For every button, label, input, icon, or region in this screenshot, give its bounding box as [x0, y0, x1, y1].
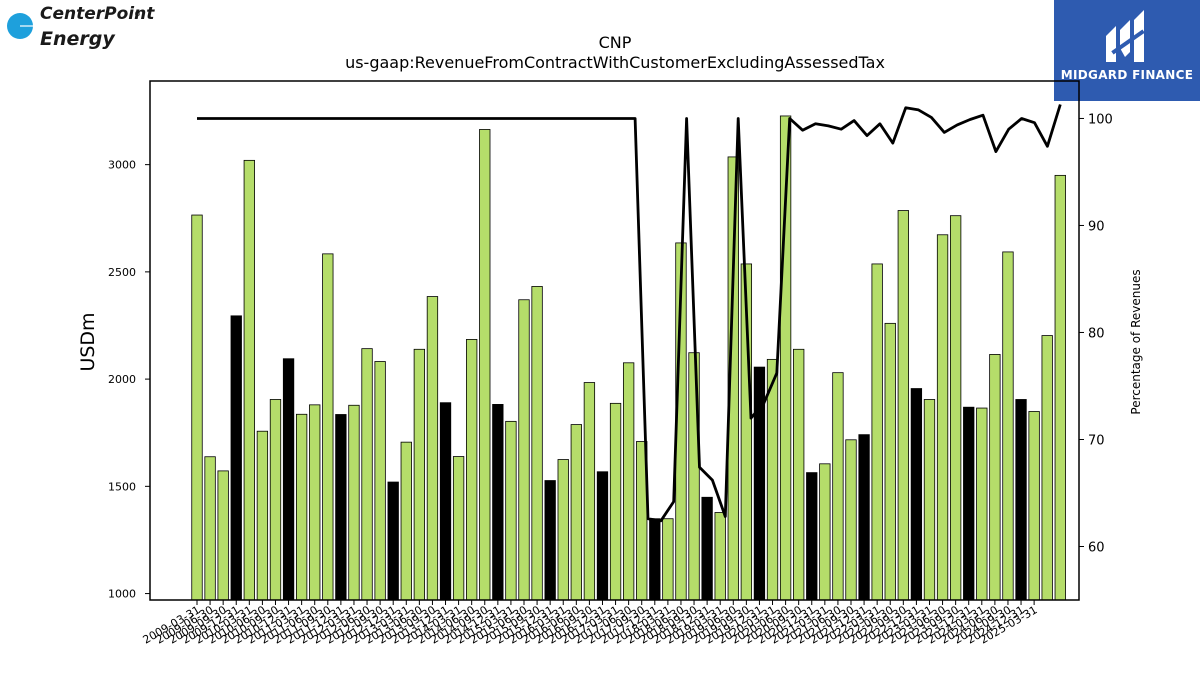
centerpoint-logo-mark: ® — [134, 10, 141, 18]
bar — [295, 413, 308, 601]
bar — [466, 339, 478, 601]
bar — [1054, 174, 1066, 601]
bar — [426, 296, 439, 601]
bar — [609, 402, 622, 601]
bar — [479, 129, 491, 601]
bar — [269, 399, 282, 601]
bar — [531, 286, 543, 601]
y2-tick-label: 100 — [1088, 112, 1113, 127]
bar — [596, 471, 609, 601]
bar — [858, 434, 870, 601]
midgard-finance-logo: MIDGARD FINANCE — [1054, 0, 1200, 101]
bar — [936, 234, 949, 601]
chart-subtitle: us-gaap:RevenueFromContractWithCustomerE… — [345, 53, 885, 72]
bar — [492, 404, 504, 601]
bar — [518, 299, 530, 601]
x-axis: 2009-03-312009-06-302009-09-302009-12-31… — [141, 600, 1040, 647]
y2-tick-label: 90 — [1088, 219, 1105, 234]
bar — [819, 463, 831, 601]
bar — [374, 361, 386, 601]
bar — [282, 358, 295, 601]
midgard-m-icon — [1106, 10, 1145, 62]
bar — [622, 362, 635, 601]
bar — [806, 472, 818, 601]
bar — [923, 399, 936, 601]
bar — [413, 348, 426, 601]
bar — [701, 496, 713, 601]
bar — [583, 382, 596, 601]
bar — [976, 407, 988, 601]
y-axis-left: 1000 1500 2000 2500 3000 — [108, 159, 150, 601]
bar — [989, 354, 1001, 601]
y2-axis-label: Percentage of Revenues — [1129, 269, 1143, 414]
bar — [309, 404, 321, 601]
bar — [557, 459, 569, 601]
bar — [884, 322, 896, 601]
bar — [243, 159, 255, 601]
bar — [1015, 399, 1027, 601]
plot-frame — [149, 80, 1080, 601]
percentage-line — [197, 104, 1062, 523]
centerpoint-logo-line1: CenterPoint — [40, 4, 155, 24]
bar — [793, 348, 805, 601]
bar — [204, 456, 216, 601]
midgard-finance-text: MIDGARD FINANCE — [1060, 68, 1194, 82]
bar — [897, 210, 909, 601]
bar — [1028, 411, 1040, 601]
y-tick-label: 3000 — [108, 159, 136, 172]
bar — [832, 372, 844, 601]
bar — [191, 214, 203, 601]
bar — [714, 512, 726, 601]
bar — [400, 441, 412, 601]
y-axis-label: USDm — [77, 312, 99, 371]
bar — [963, 406, 975, 601]
bar — [322, 253, 334, 601]
bar — [505, 420, 517, 601]
y2-tick-label: 70 — [1088, 433, 1105, 448]
bar — [845, 439, 857, 601]
centerpoint-logo-line2: Energy — [40, 28, 115, 50]
centerpoint-globe-icon — [7, 13, 36, 39]
bar — [649, 518, 661, 601]
bar — [662, 518, 674, 601]
bar — [387, 481, 399, 601]
y-tick-label: 2000 — [108, 373, 136, 386]
bar — [452, 456, 465, 601]
bar — [217, 470, 229, 601]
bar — [949, 215, 962, 601]
bar — [570, 424, 582, 601]
bar — [1041, 335, 1053, 601]
y-tick-label: 2500 — [108, 266, 136, 279]
bar — [766, 358, 779, 601]
y-tick-label: 1500 — [108, 480, 136, 493]
bar — [230, 315, 242, 601]
bar — [910, 388, 923, 601]
y-axis-right: 60 70 80 90 100 — [1079, 112, 1113, 555]
bar — [871, 263, 883, 601]
y2-tick-label: 60 — [1088, 540, 1105, 555]
bar — [1002, 251, 1014, 601]
y-tick-label: 1000 — [108, 588, 136, 601]
bar — [439, 402, 452, 601]
bar — [544, 480, 556, 601]
bar-series — [191, 115, 1066, 601]
bar — [335, 414, 347, 601]
chart-title: CNP — [599, 33, 632, 52]
centerpoint-logo: CenterPoint ® Energy — [6, 4, 154, 54]
y2-tick-label: 80 — [1088, 326, 1105, 341]
bar — [256, 430, 269, 601]
bar — [348, 404, 360, 601]
bar — [361, 348, 373, 601]
